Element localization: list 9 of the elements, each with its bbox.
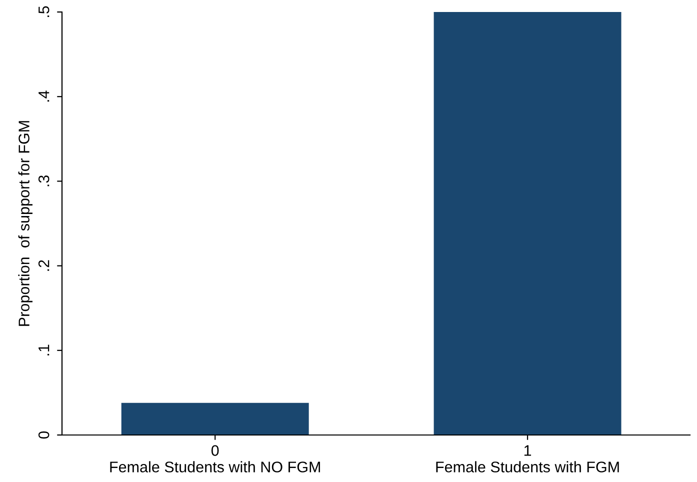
y-tick-label: .4 xyxy=(38,90,50,102)
x-tick-label: 1 Female Students with FGM xyxy=(436,445,619,472)
x-tick-label: 0 Female Students with NO FGM xyxy=(110,445,320,472)
y-tick-label: .1 xyxy=(38,344,50,356)
y-tick-label: .3 xyxy=(38,176,50,186)
y-tick-label: 0 xyxy=(38,431,50,439)
y-axis-title: Proportion of support for FGM xyxy=(18,121,32,326)
y-tick-label: .5 xyxy=(38,6,50,17)
y-tick-label: .2 xyxy=(38,260,50,271)
